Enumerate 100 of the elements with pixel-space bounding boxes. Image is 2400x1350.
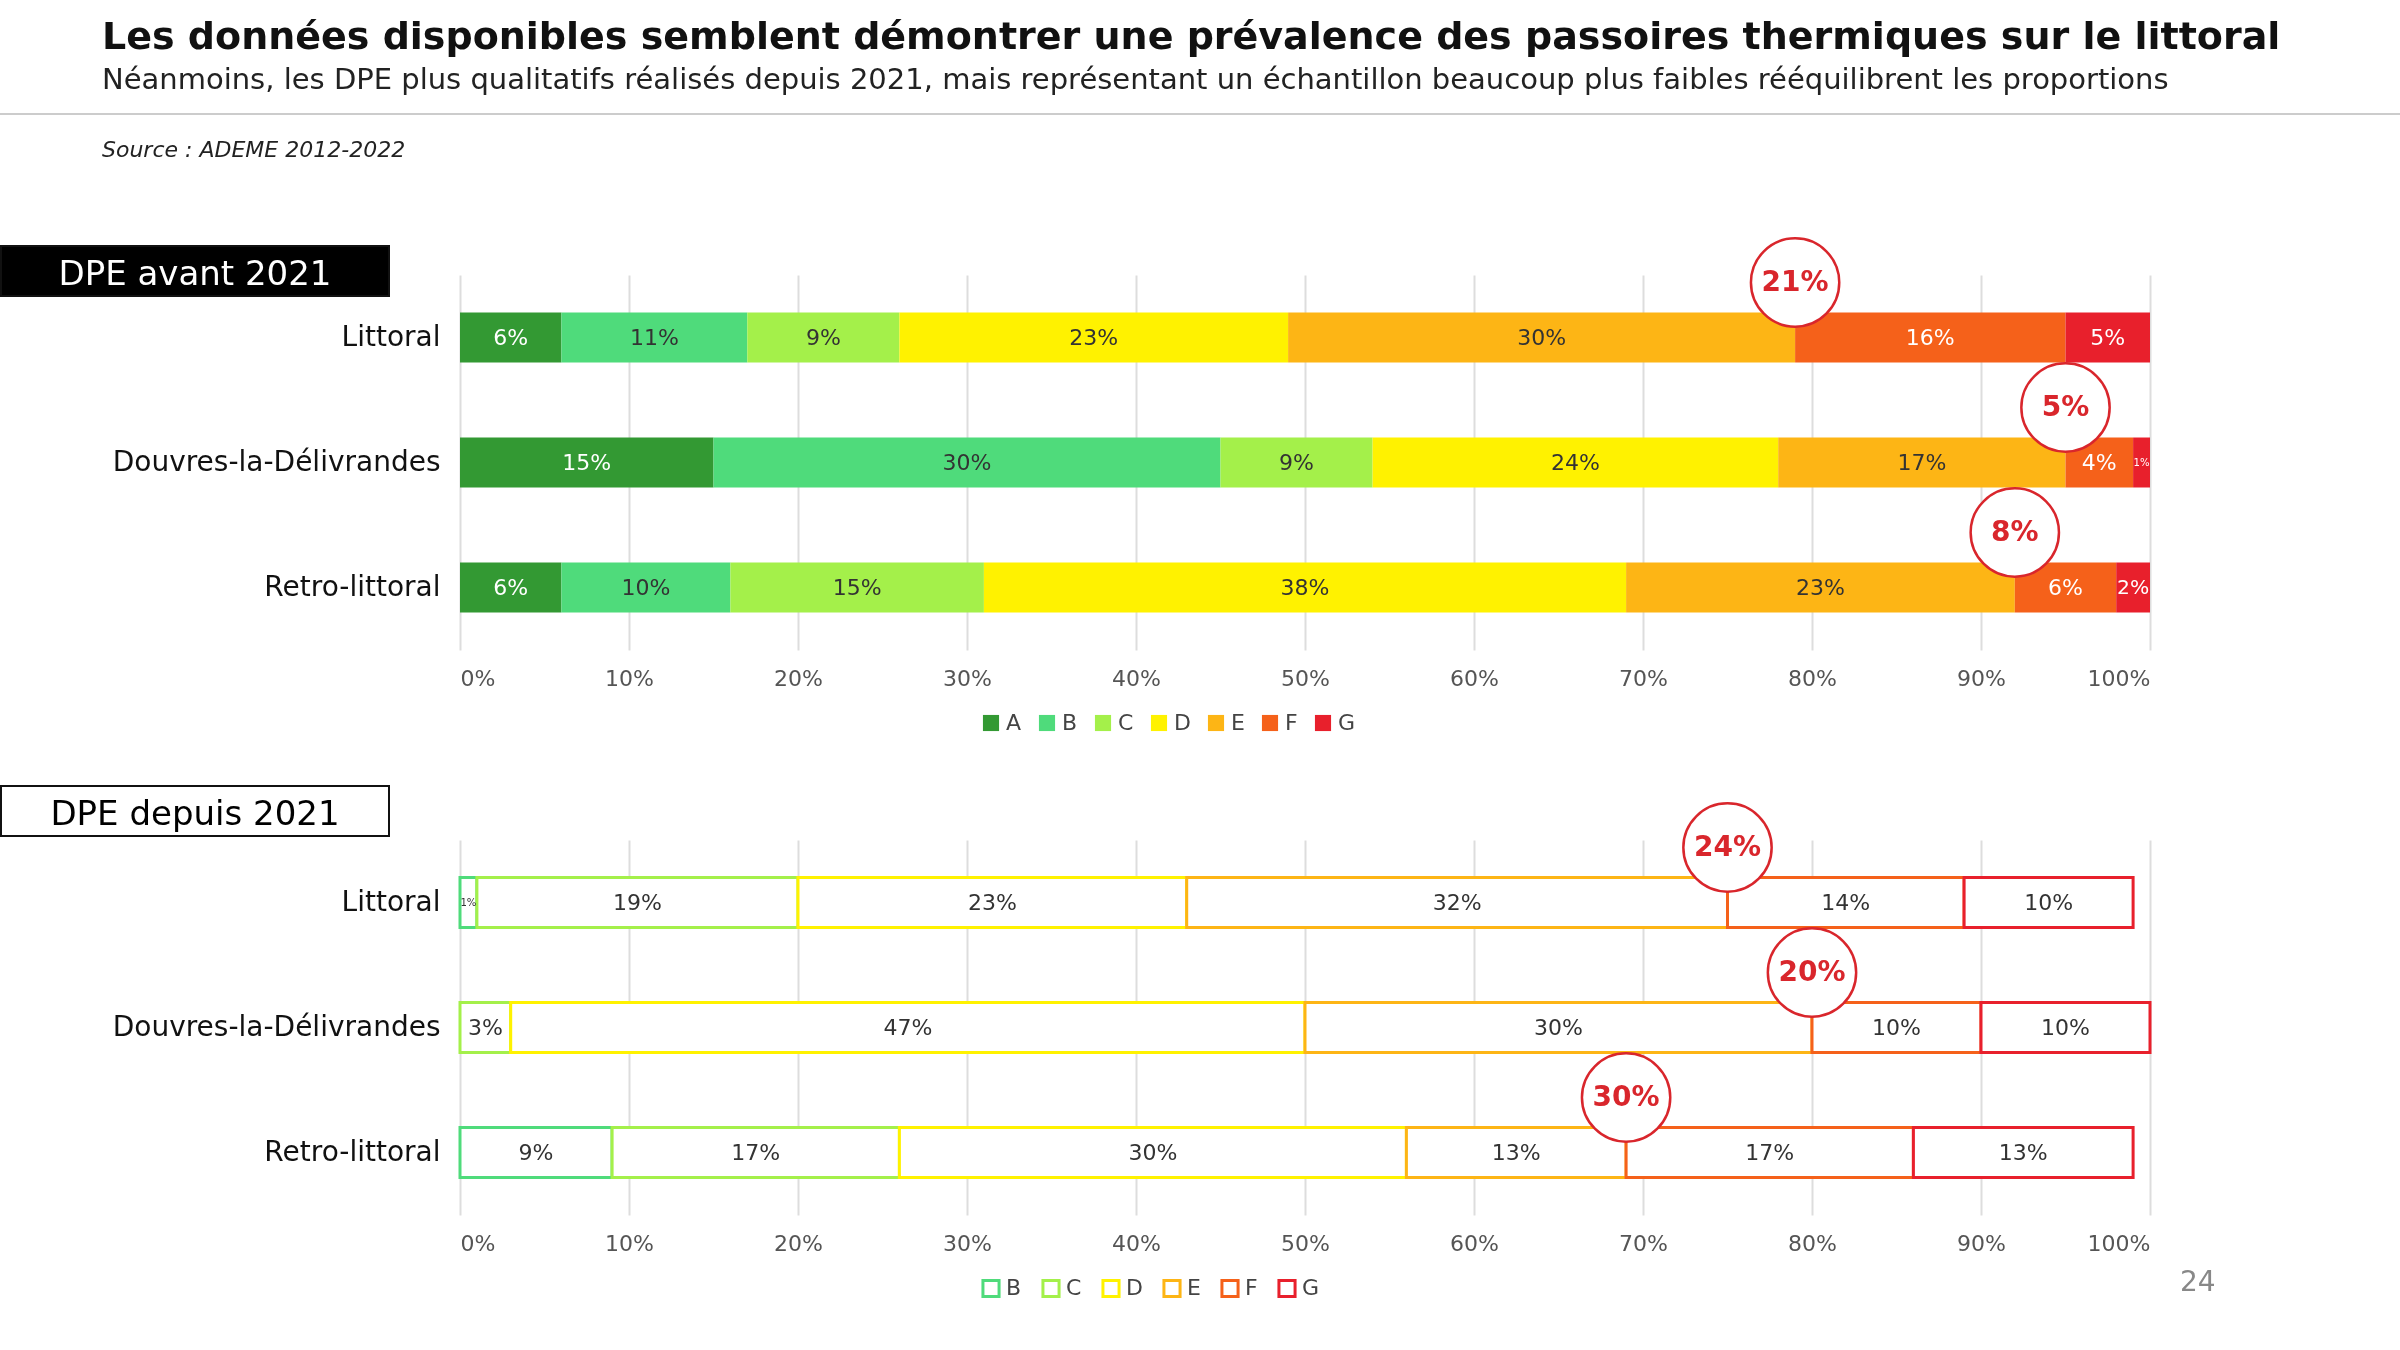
legend-label: B <box>1062 710 1078 735</box>
bar <box>1288 312 1796 363</box>
data-label: 6% <box>2048 574 2083 600</box>
x-tick-label: 30% <box>943 1230 992 1256</box>
x-tick-label: 80% <box>1788 1230 1837 1256</box>
data-label: 30% <box>1128 1139 1178 1165</box>
x-tick-label: 40% <box>1112 1230 1161 1256</box>
x-tick-label: 90% <box>1957 1230 2006 1256</box>
y-tick-label: Littoral <box>341 319 441 353</box>
data-label: 13% <box>1998 1139 2048 1165</box>
bar <box>1220 437 1373 488</box>
bar <box>899 312 1289 363</box>
legend-label: C <box>1118 710 1134 735</box>
data-label: 9% <box>805 324 841 350</box>
x-tick-label: 70% <box>1619 1230 1668 1256</box>
x-tick-label: 100% <box>2087 1230 2151 1256</box>
x-tick-label: 0% <box>460 665 496 691</box>
data-label: 17% <box>1897 449 1947 475</box>
data-label: 15% <box>562 449 612 475</box>
data-label: 16% <box>1905 324 1955 350</box>
bar <box>460 562 562 613</box>
x-tick-label: 90% <box>1957 665 2006 691</box>
data-label: 13% <box>1491 1139 1541 1165</box>
x-tick-label: 10% <box>605 665 654 691</box>
data-label: 9% <box>518 1139 554 1165</box>
data-label: 23% <box>1796 574 1845 600</box>
legend-label: C <box>1066 1275 1082 1301</box>
data-label: 10% <box>2024 889 2074 915</box>
data-label: 30% <box>1534 1014 1583 1040</box>
x-tick-label: 60% <box>1450 665 1499 691</box>
data-label: 9% <box>1279 449 1314 475</box>
x-tick-label: 70% <box>1619 665 1668 691</box>
bar <box>730 562 984 613</box>
legend-label: D <box>1174 710 1191 735</box>
legend-label: F <box>1245 1275 1258 1301</box>
data-label: 3% <box>467 1014 503 1040</box>
x-tick-label: 20% <box>774 1230 823 1256</box>
y-tick-label: Douvres-la-Délivrandes <box>112 1009 441 1043</box>
text: 24 <box>2180 1265 2216 1298</box>
annotation: 20% <box>1778 954 1846 988</box>
chart-title: Les données disponibles semblent démontrer une prévalence des passoires thermiques sur le littoral <box>102 14 2281 58</box>
bar <box>713 437 1221 488</box>
x-tick-label: 20% <box>774 665 823 691</box>
annotation: 30% <box>1592 1079 1660 1113</box>
data-label: 32% <box>1432 889 1482 915</box>
data-label: 5% <box>2090 324 2126 350</box>
data-label: 11% <box>629 324 679 350</box>
x-tick-label: 40% <box>1112 665 1161 691</box>
annotation: 8% <box>1991 514 2039 548</box>
data-label: 47% <box>883 1014 933 1040</box>
data-label: 23% <box>1069 324 1119 350</box>
x-tick-label: 10% <box>605 1230 654 1256</box>
data-label: 6% <box>493 324 529 350</box>
data-label: 30% <box>942 449 992 475</box>
y-axis-title: DPE depuis 2021 <box>0 785 390 837</box>
data-label: 23% <box>967 889 1017 915</box>
y-tick-label: Littoral <box>341 884 441 918</box>
annotation: 21% <box>1761 264 1829 298</box>
legend-label: A <box>1006 710 1022 735</box>
data-label: 19% <box>613 889 662 915</box>
data-label: 2% <box>2117 574 2150 599</box>
annotation: 5% <box>2041 389 2090 423</box>
bar <box>1778 437 2066 488</box>
data-label: 10% <box>2041 1014 2090 1040</box>
bar <box>460 437 714 488</box>
bar <box>747 312 900 363</box>
bar <box>561 312 748 363</box>
y-tick-label: Retro-littoral <box>264 569 441 603</box>
x-tick-label: 50% <box>1281 665 1330 691</box>
bar <box>1372 437 1779 488</box>
data-label: 6% <box>493 574 529 600</box>
bar <box>983 562 1627 613</box>
data-label: 38% <box>1280 574 1330 600</box>
x-tick-label: 60% <box>1450 1230 1499 1256</box>
y-tick-label: Douvres-la-Délivrandes <box>112 444 441 478</box>
x-tick-label: 0% <box>460 1230 496 1256</box>
legend-label: E <box>1231 710 1245 735</box>
data-label: 24% <box>1550 449 1600 475</box>
legend-label: B <box>1006 1275 1022 1301</box>
x-tick-label: 50% <box>1281 1230 1330 1256</box>
y-tick-label: Retro-littoral <box>264 1134 441 1168</box>
bar <box>1626 562 2015 613</box>
bar <box>2133 437 2150 488</box>
legend-label: G <box>1302 1275 1320 1301</box>
data-label: 15% <box>832 574 882 600</box>
data-label: 30% <box>1517 324 1567 350</box>
annotation: 24% <box>1693 829 1762 863</box>
data-label: 10% <box>621 574 671 600</box>
legend-label: G <box>1338 710 1356 735</box>
data-label: 14% <box>1821 889 1871 915</box>
x-tick-label: 30% <box>943 665 992 691</box>
x-tick-label: 80% <box>1788 665 1837 691</box>
legend-label: F <box>1285 710 1298 735</box>
x-tick-label: 100% <box>2087 665 2151 691</box>
data-label: 17% <box>1745 1139 1795 1165</box>
data-label: 4% <box>2081 449 2117 475</box>
chart-subtitle: Néanmoins, les DPE plus qualitatifs réalisés depuis 2021, mais représentant un échantillon beaucoup plus faibles rééquilibrent les proportions <box>102 62 2169 96</box>
source-note: Source : ADEME 2012-2022 <box>102 137 406 162</box>
legend-label: E <box>1187 1275 1201 1301</box>
y-axis-title: DPE avant 2021 <box>0 245 390 297</box>
